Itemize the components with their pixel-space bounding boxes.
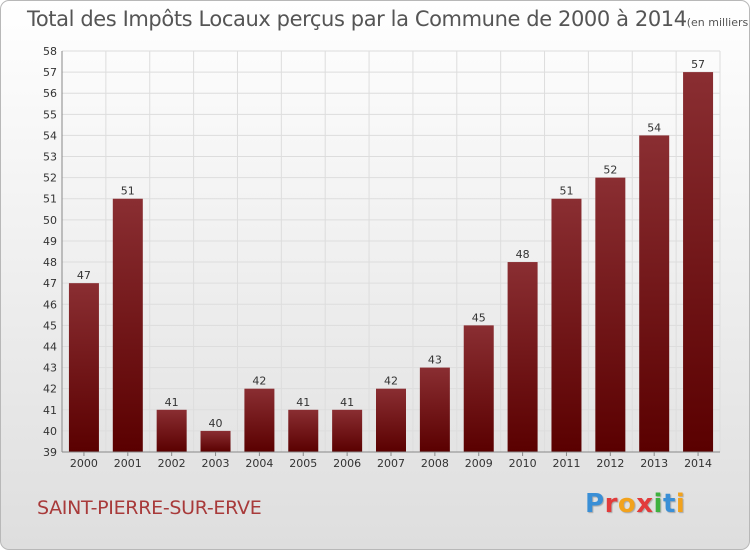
chart-title-text: Total des Impôts Locaux perçus par la Co…	[27, 7, 687, 31]
y-tick-label: 39	[43, 446, 57, 459]
y-tick-label: 45	[43, 319, 57, 332]
proxiti-logo: Proxiti	[585, 489, 685, 519]
y-tick-label: 49	[43, 235, 57, 248]
logo-letter: o	[617, 489, 637, 519]
bar	[200, 430, 231, 452]
y-tick-label: 56	[43, 87, 57, 100]
x-tick-label: 2002	[158, 457, 186, 470]
bar-value-label: 47	[77, 269, 91, 282]
y-tick-label: 58	[43, 45, 57, 58]
y-tick-label: 44	[43, 340, 57, 353]
y-tick-label: 47	[43, 277, 57, 290]
x-tick-label: 2011	[552, 457, 580, 470]
y-tick-label: 50	[43, 214, 57, 227]
x-tick-label: 2007	[377, 457, 405, 470]
logo-letter: t	[662, 489, 676, 519]
bar-value-label: 42	[384, 375, 398, 388]
logo-letter: i	[675, 489, 686, 519]
bar	[639, 135, 670, 452]
x-tick-label: 2012	[596, 457, 624, 470]
y-tick-label: 57	[43, 66, 57, 79]
bar	[68, 283, 99, 452]
bar-value-label: 41	[340, 396, 354, 409]
x-tick-label: 2004	[245, 457, 273, 470]
chart-title-unit: (en milliers d'€)	[686, 16, 749, 29]
bar-value-label: 41	[165, 396, 179, 409]
bar	[463, 325, 494, 452]
bar	[332, 409, 363, 452]
bar	[683, 72, 714, 453]
bar-value-label: 51	[559, 185, 573, 198]
bar	[288, 409, 319, 452]
x-tick-label: 2009	[465, 457, 493, 470]
logo-letter: x	[636, 489, 654, 519]
x-tick-label: 2000	[70, 457, 98, 470]
y-tick-label: 41	[43, 404, 57, 417]
y-tick-label: 46	[43, 298, 57, 311]
bar-value-label: 41	[296, 396, 310, 409]
bar-value-label: 51	[121, 185, 135, 198]
bar	[419, 367, 450, 452]
bar	[244, 388, 275, 452]
y-tick-label: 42	[43, 383, 57, 396]
logo-letter: i	[653, 489, 663, 519]
bar-value-label: 57	[691, 58, 705, 71]
labels: 39 40 41 42 43 44 45 46 47 48 49 50 51 52 53 54 55 56 57 58…	[43, 45, 712, 470]
bar	[376, 388, 406, 452]
x-tick-label: 2010	[509, 457, 537, 470]
chart-title: Total des Impôts Locaux perçus par la Co…	[27, 7, 749, 31]
bar	[112, 198, 143, 452]
bar-value-label: 48	[516, 248, 530, 261]
bar-value-label: 43	[428, 354, 442, 367]
bar	[551, 198, 582, 452]
y-tick-label: 48	[43, 256, 57, 269]
y-tick-label: 52	[43, 172, 57, 185]
y-tick-label: 53	[43, 151, 57, 164]
axes	[61, 51, 720, 456]
bar	[507, 262, 538, 452]
y-tick-label: 54	[43, 129, 57, 142]
logo-letter: P	[585, 489, 605, 519]
bar-value-label: 45	[472, 311, 486, 324]
x-tick-label: 2003	[202, 457, 230, 470]
bar	[595, 177, 626, 452]
x-tick-label: 2005	[289, 457, 317, 470]
commune-name: SAINT-PIERRE-SUR-ERVE	[37, 497, 262, 519]
y-tick-label: 40	[43, 425, 57, 438]
x-tick-label: 2014	[684, 457, 712, 470]
logo-letter: r	[604, 489, 618, 519]
y-tick-label: 55	[43, 108, 57, 121]
y-tick-label: 43	[43, 362, 57, 375]
x-tick-label: 2008	[421, 457, 449, 470]
bar-value-label: 52	[603, 164, 617, 177]
x-tick-label: 2013	[640, 457, 668, 470]
x-tick-label: 2001	[114, 457, 142, 470]
bar	[156, 409, 187, 452]
x-tick-label: 2006	[333, 457, 361, 470]
y-tick-label: 51	[43, 193, 57, 206]
bar-value-label: 54	[647, 121, 661, 134]
bars	[68, 72, 714, 453]
bar-value-label: 42	[252, 375, 266, 388]
bar-value-label: 40	[209, 417, 223, 430]
